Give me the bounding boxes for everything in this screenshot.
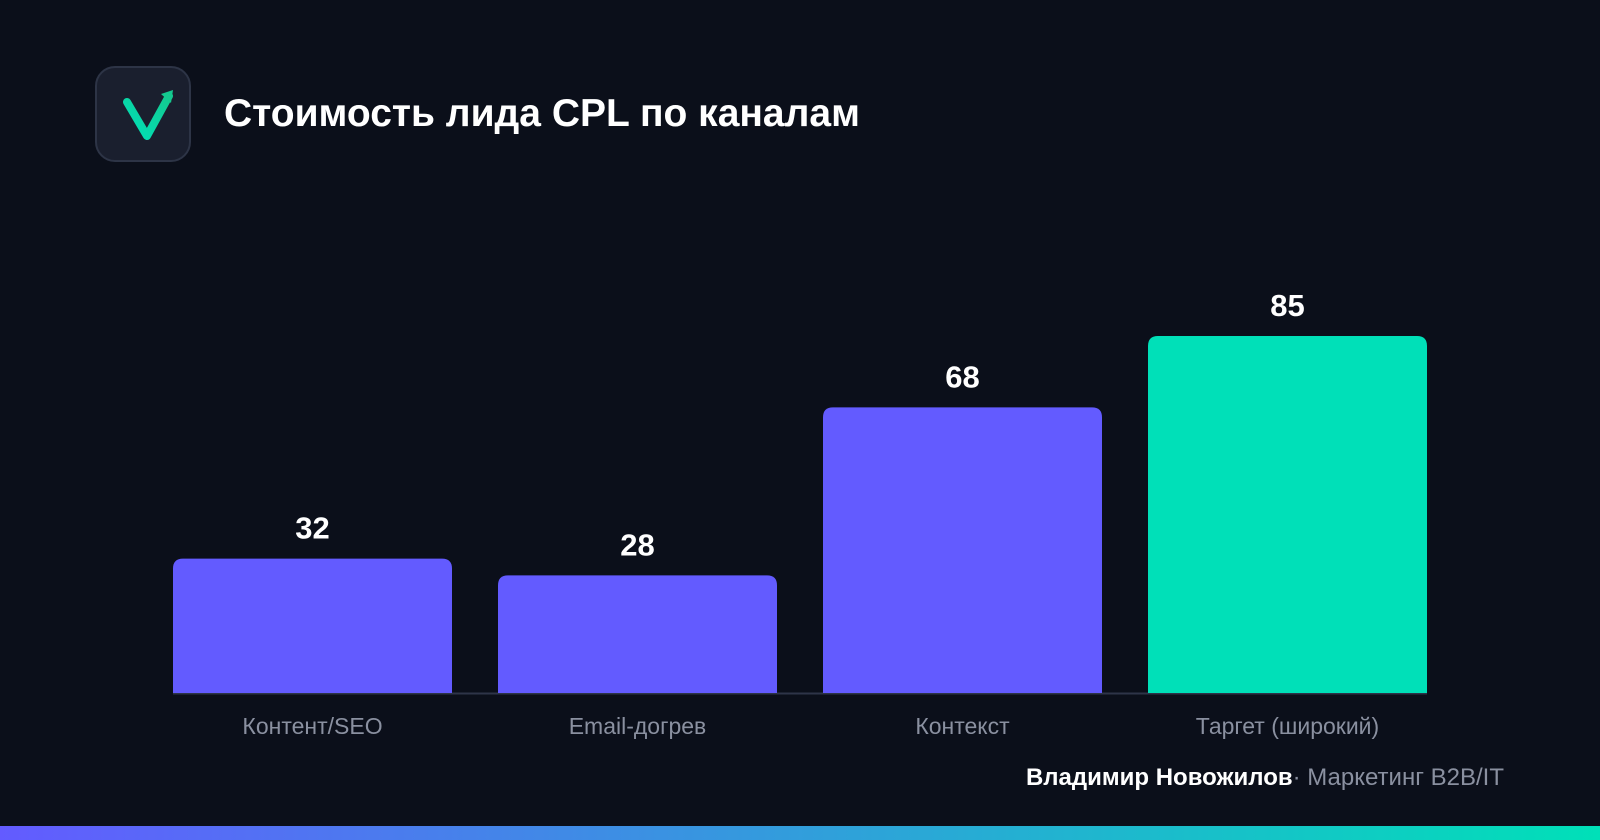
bar xyxy=(823,407,1102,693)
data-label: 85 xyxy=(1270,288,1304,323)
page-title: Стоимость лида CPL по каналам xyxy=(224,92,860,135)
bar xyxy=(498,575,777,693)
footer-role: Маркетинг B2B/IT xyxy=(1307,764,1504,791)
logo xyxy=(95,66,191,162)
data-label: 32 xyxy=(295,511,329,546)
category-label: Email-догрев xyxy=(569,713,707,739)
bar xyxy=(173,558,452,693)
bar xyxy=(1148,336,1427,693)
data-label: 68 xyxy=(945,359,979,394)
data-label: 28 xyxy=(620,527,654,562)
bottom-gradient-strip xyxy=(0,826,1600,840)
footer-credit: Владимир Новожилов· Маркетинг B2B/IT xyxy=(1026,762,1504,794)
footer-separator: · xyxy=(1292,764,1301,791)
bar-chart: 32 Контент/SEO 28 Email-догрев 68 Контекст 85 Т… xyxy=(173,288,1427,739)
footer-author: Владимир Новожилов xyxy=(1025,764,1293,791)
category-label: Таргет (широкий) xyxy=(1196,713,1379,739)
checkmark-arrow-icon xyxy=(123,90,173,140)
category-label: Контент/SEO xyxy=(242,713,382,739)
category-label: Контекст xyxy=(915,713,1010,739)
